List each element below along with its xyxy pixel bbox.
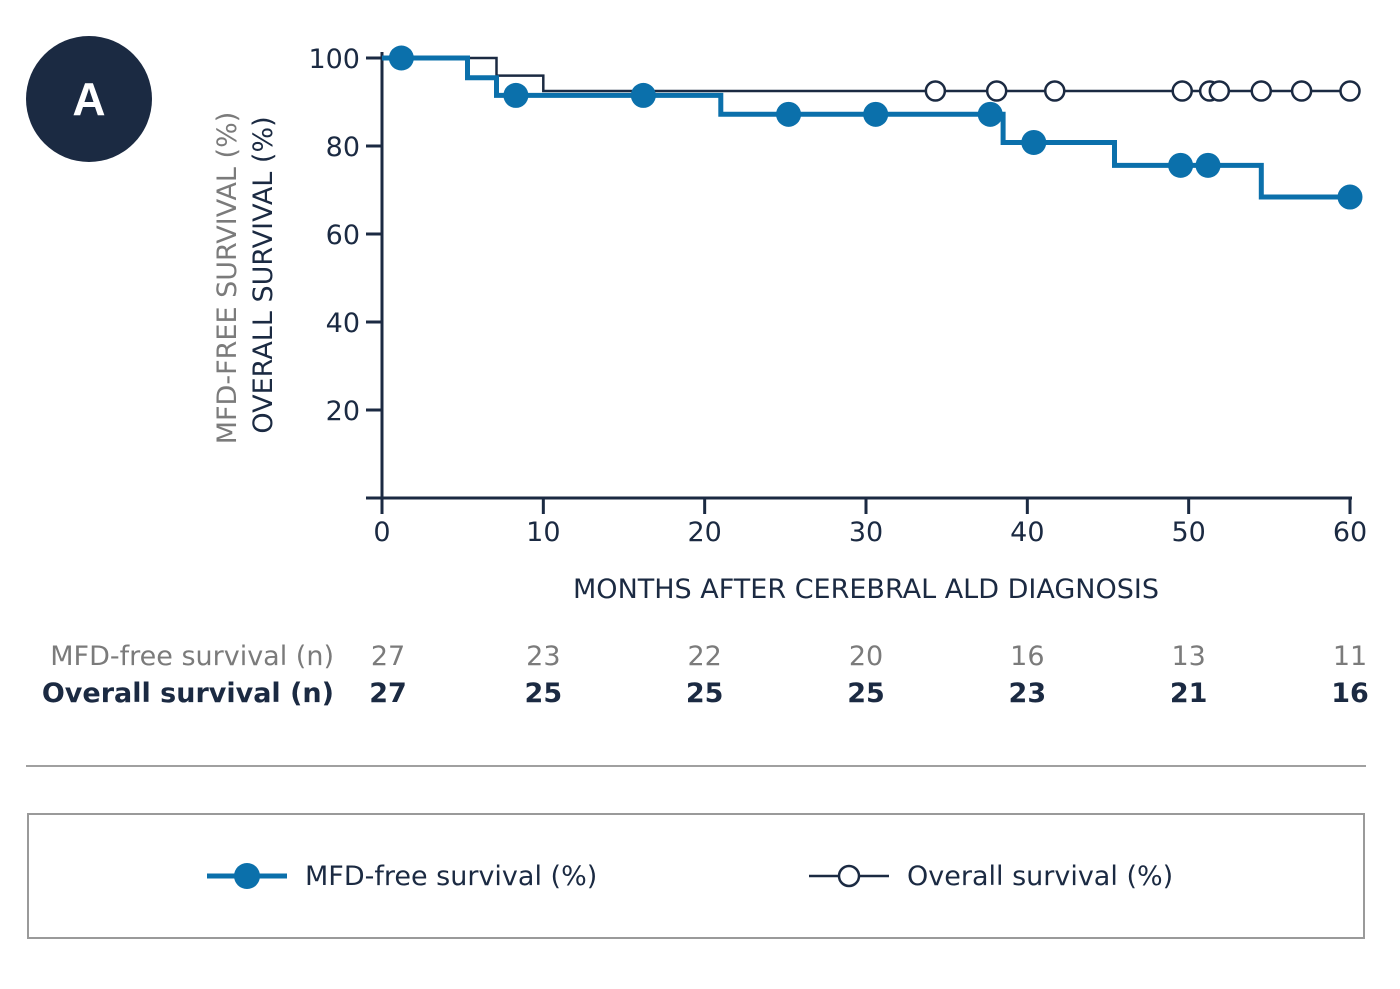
risk-table-value: 20 bbox=[849, 641, 883, 672]
km-chart: MFD-FREE SURVIVAL (%) OVERALL SURVIVAL (%… bbox=[42, 44, 1369, 709]
risk-table-value: 25 bbox=[686, 678, 724, 709]
mfd-free-survival-point bbox=[1337, 184, 1363, 210]
risk-table-value: 13 bbox=[1171, 641, 1205, 672]
mfd-free-survival-point bbox=[1168, 152, 1194, 178]
overall-survival-point bbox=[1339, 80, 1361, 102]
risk-table-value: 23 bbox=[1009, 678, 1047, 709]
overall-survival-point bbox=[1208, 80, 1231, 102]
risk-table-value: 21 bbox=[1170, 678, 1208, 709]
mfd-free-survival-point bbox=[630, 82, 656, 108]
risk-table-value: 22 bbox=[687, 641, 721, 672]
x-tick-label: 60 bbox=[1333, 517, 1367, 548]
y-tick-label: 40 bbox=[326, 308, 360, 339]
legend: MFD-free survival (%) Overall survival (… bbox=[27, 813, 1365, 939]
overall-survival-point bbox=[1290, 80, 1313, 102]
x-tick-label: 0 bbox=[373, 517, 390, 548]
overall-survival-point bbox=[985, 80, 1008, 102]
y-tick-label: 100 bbox=[308, 44, 360, 75]
x-tick-label: 40 bbox=[1010, 517, 1044, 548]
risk-table-value: 27 bbox=[369, 678, 407, 709]
mfd-free-survival-point bbox=[776, 101, 802, 127]
legend-marker-filled-circle-icon bbox=[207, 863, 287, 889]
risk-table-value: 25 bbox=[525, 678, 563, 709]
overall-survival-point bbox=[1044, 80, 1066, 102]
risk-table-value: 11 bbox=[1333, 641, 1367, 672]
mfd-free-survival-point bbox=[388, 45, 414, 71]
overall-survival-point bbox=[1171, 80, 1193, 102]
section-divider bbox=[26, 765, 1366, 767]
mfd-free-survival-point bbox=[977, 101, 1003, 127]
y-tick-label: 60 bbox=[326, 220, 360, 251]
overall-survival-point bbox=[924, 80, 947, 102]
x-tick-label: 50 bbox=[1171, 517, 1205, 548]
y-tick-label: 20 bbox=[326, 396, 360, 427]
risk-table-value: 16 bbox=[1331, 678, 1369, 709]
y-axis-title-secondary: MFD-FREE SURVIVAL (%) bbox=[212, 112, 243, 445]
mfd-free-survival-line bbox=[382, 55, 1350, 200]
mfd-free-survival-point bbox=[503, 82, 529, 108]
risk-table-value: 23 bbox=[526, 641, 560, 672]
risk-table-row-label: Overall survival (n) bbox=[42, 678, 334, 709]
x-axis-title: MONTHS AFTER CEREBRAL ALD DIAGNOSIS bbox=[573, 574, 1159, 605]
x-tick-label: 30 bbox=[849, 517, 883, 548]
risk-table-row-label: MFD-free survival (n) bbox=[50, 641, 334, 672]
legend-label-overall: Overall survival (%) bbox=[907, 860, 1174, 892]
risk-table-value: 25 bbox=[847, 678, 885, 709]
overall-survival-point bbox=[1250, 80, 1273, 102]
y-tick-label: 80 bbox=[326, 132, 360, 163]
overall-survival-line bbox=[382, 56, 1350, 93]
x-tick-label: 20 bbox=[687, 517, 721, 548]
x-tick-label: 10 bbox=[526, 517, 560, 548]
legend-item-overall: Overall survival (%) bbox=[809, 815, 1173, 937]
legend-label-mfd: MFD-free survival (%) bbox=[305, 860, 598, 892]
legend-item-mfd: MFD-free survival (%) bbox=[207, 815, 597, 937]
panel-label-badge: A bbox=[26, 36, 152, 162]
y-axis-title-primary: OVERALL SURVIVAL (%) bbox=[248, 116, 279, 433]
mfd-free-survival-point bbox=[1195, 152, 1221, 178]
risk-table-value: 27 bbox=[371, 641, 405, 672]
legend-marker-open-circle-icon bbox=[809, 864, 889, 888]
mfd-free-survival-point bbox=[863, 101, 889, 127]
risk-table-value: 16 bbox=[1010, 641, 1044, 672]
mfd-free-survival-point bbox=[1021, 129, 1047, 155]
